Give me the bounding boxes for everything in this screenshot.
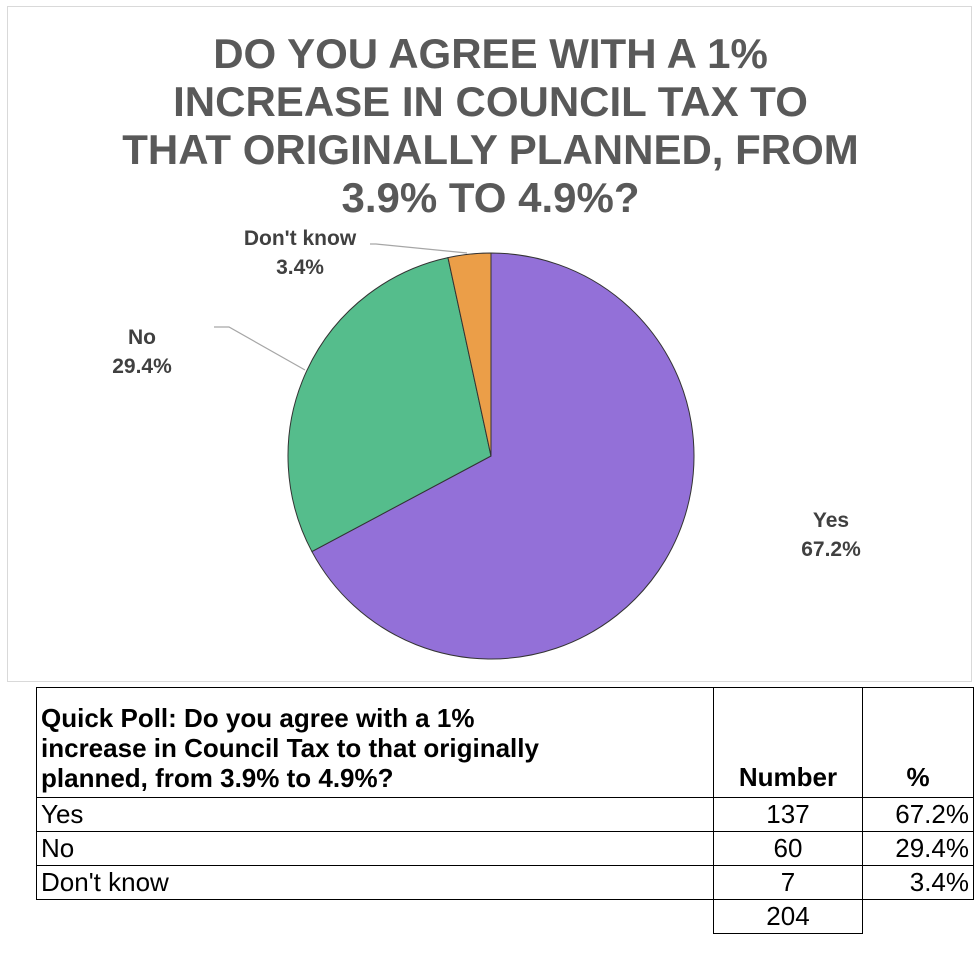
- chart-title-line: INCREASE IN COUNCIL TAX TO: [173, 78, 808, 125]
- chart-title-line: THAT ORIGINALLY PLANNED, FROM: [122, 126, 859, 173]
- pie-slice-no: [287, 257, 492, 553]
- slice-category-label: Yes: [813, 509, 849, 532]
- leader-line: [370, 243, 468, 254]
- chart-title-line: 3.9% TO 4.9%?: [341, 174, 640, 221]
- row-number: 60: [713, 831, 863, 866]
- table-row: No 60 29.4%: [36, 831, 974, 866]
- row-label: Yes: [36, 797, 714, 832]
- total-empty-cell: [36, 899, 714, 934]
- table-total-row: 204: [36, 899, 974, 934]
- row-percent: 29.4%: [862, 831, 974, 866]
- row-number: 137: [713, 797, 863, 832]
- pie-chart: Yes 67.2% No 29.4% Don't know 3.4%: [112, 227, 861, 660]
- row-label: Don't know: [36, 865, 714, 900]
- row-number: 7: [713, 865, 863, 900]
- slice-category-label: Don't know: [244, 227, 357, 250]
- total-number: 204: [713, 899, 863, 934]
- row-percent: 67.2%: [862, 797, 974, 832]
- table-row: Yes 137 67.2%: [36, 797, 974, 832]
- pie-slice-yes: [311, 252, 695, 660]
- pie-slice-don-t-know: [447, 252, 492, 457]
- slice-category-label: No: [128, 326, 156, 349]
- number-header: Number: [713, 687, 863, 798]
- leader-line: [214, 326, 306, 371]
- slice-value-label: 67.2%: [801, 538, 861, 561]
- question-header: Quick Poll: Do you agree with a 1% incre…: [36, 687, 714, 798]
- percent-header: %: [862, 687, 974, 798]
- table-header-row: Quick Poll: Do you agree with a 1% incre…: [36, 687, 974, 798]
- poll-results-table: Quick Poll: Do you agree with a 1% incre…: [36, 687, 974, 934]
- chart-title: DO YOU AGREE WITH A 1% INCREASE IN COUNC…: [8, 30, 973, 222]
- table-row: Don't know 7 3.4%: [36, 865, 974, 900]
- slice-value-label: 29.4%: [112, 355, 172, 378]
- total-empty-percent: [862, 899, 974, 934]
- row-label: No: [36, 831, 714, 866]
- row-percent: 3.4%: [862, 865, 974, 900]
- slice-value-label: 3.4%: [276, 256, 324, 279]
- chart-title-line: DO YOU AGREE WITH A 1%: [213, 30, 768, 77]
